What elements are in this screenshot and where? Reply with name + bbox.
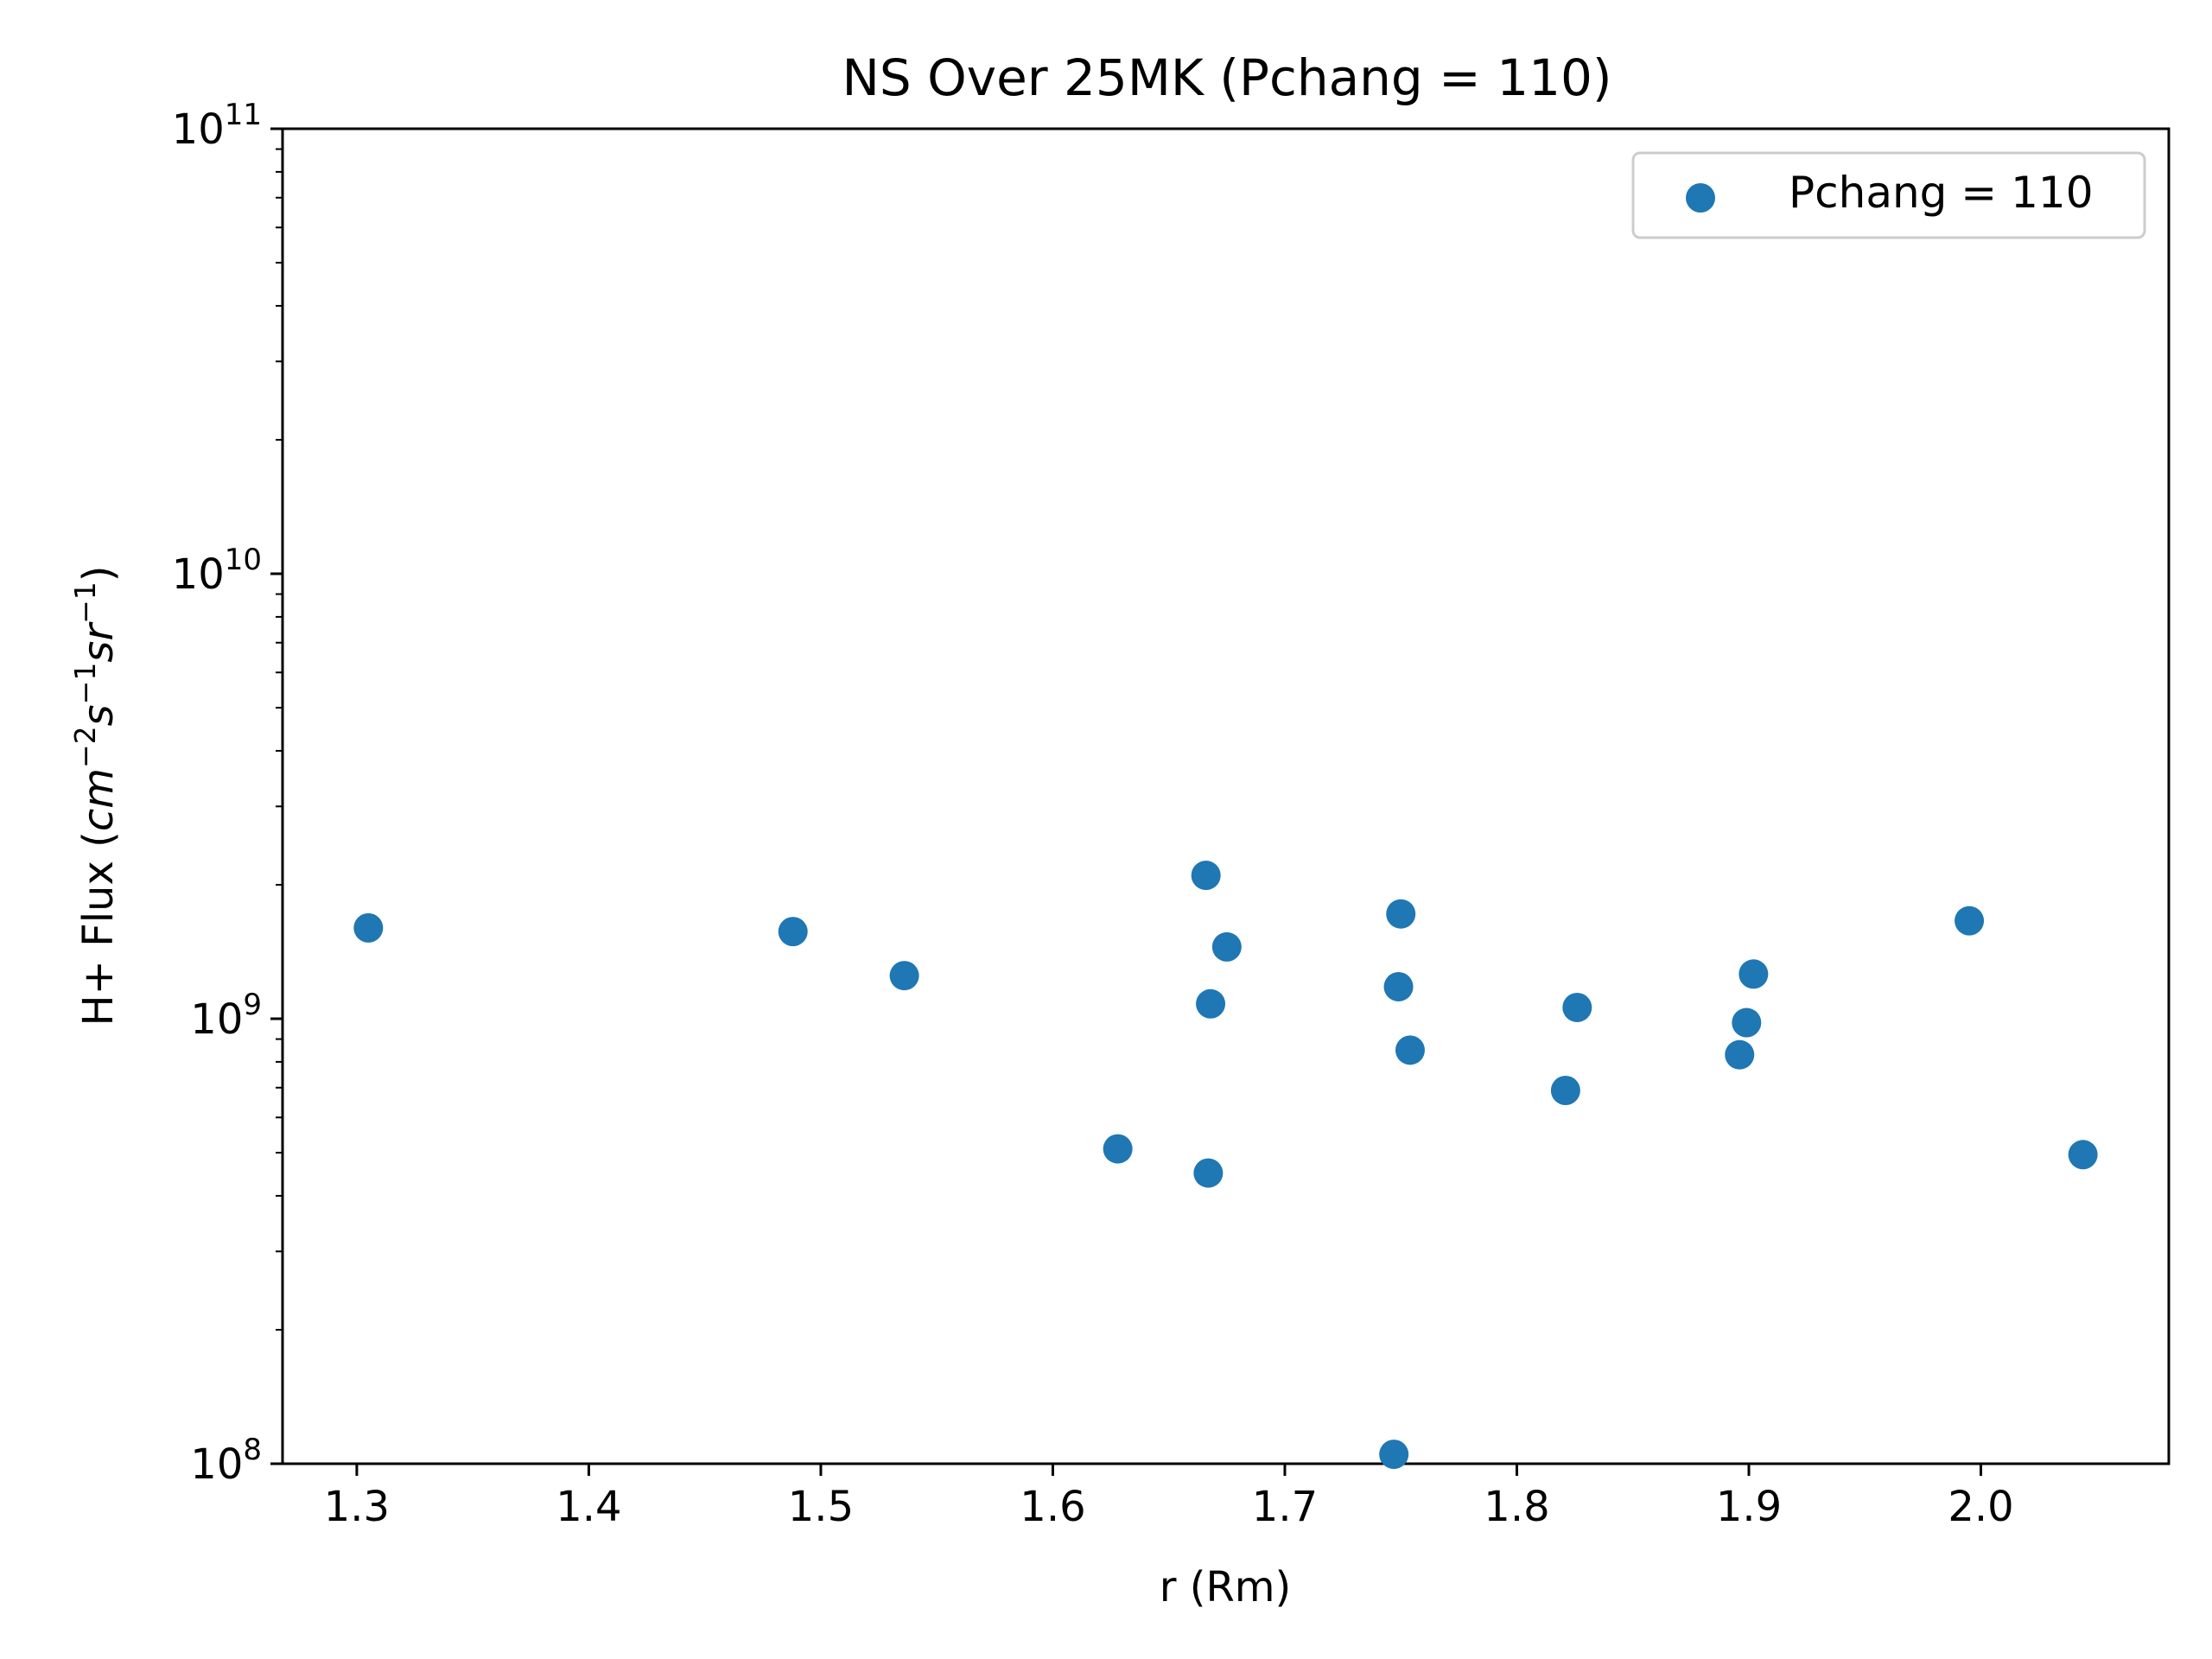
chart-title: NS Over 25MK (Pchang = 110) — [842, 48, 1611, 107]
data-point — [1383, 971, 1414, 1001]
y-axis: 108 109 1010 1011 — [172, 98, 283, 1489]
y-axis-label: H+ Flux (cm−2s−1sr−1) — [68, 566, 123, 1027]
scatter-series — [353, 861, 2098, 1470]
x-tick-label: 1.4 — [556, 1483, 621, 1531]
legend-label: Pchang = 110 — [1789, 168, 2094, 218]
x-tick-label: 2.0 — [1948, 1483, 2013, 1531]
data-point — [1395, 1035, 1425, 1065]
data-point — [778, 917, 808, 947]
data-point — [353, 912, 384, 943]
x-tick-label: 1.9 — [1716, 1483, 1782, 1531]
x-tick-label: 1.6 — [1020, 1483, 1085, 1531]
data-point — [1725, 1039, 1755, 1070]
data-point — [1550, 1075, 1580, 1105]
x-axis: 1.3 1.4 1.5 1.6 1.7 1.8 1.9 2.0 — [324, 1464, 2014, 1531]
data-point — [1196, 988, 1226, 1019]
x-tick-label: 1.7 — [1252, 1483, 1318, 1531]
x-tick-label: 1.5 — [788, 1483, 854, 1531]
legend-marker — [1686, 183, 1715, 213]
data-point — [1386, 899, 1416, 929]
data-point — [1738, 959, 1769, 989]
y-tick-label: 108 — [190, 1433, 262, 1489]
legend-box — [1631, 151, 2146, 239]
x-tick-label: 1.8 — [1484, 1483, 1549, 1531]
x-tick-label: 1.3 — [324, 1483, 390, 1531]
data-point — [1193, 1158, 1224, 1188]
y-tick-label: 1010 — [172, 543, 262, 599]
legend: Pchang = 110 — [1631, 151, 2146, 239]
data-point — [1562, 992, 1592, 1022]
data-point — [2068, 1140, 2098, 1170]
data-point — [1191, 861, 1221, 891]
data-point — [889, 961, 919, 991]
y-tick-label: 109 — [190, 988, 262, 1044]
data-point — [1103, 1134, 1133, 1164]
data-point — [1379, 1440, 1409, 1470]
y-tick-label: 1011 — [172, 98, 262, 154]
plot-area — [281, 127, 2171, 1465]
data-point — [1955, 906, 1985, 936]
x-axis-label: r (Rm) — [1160, 1563, 1292, 1611]
data-point — [1211, 931, 1242, 962]
data-point — [1732, 1007, 1762, 1038]
